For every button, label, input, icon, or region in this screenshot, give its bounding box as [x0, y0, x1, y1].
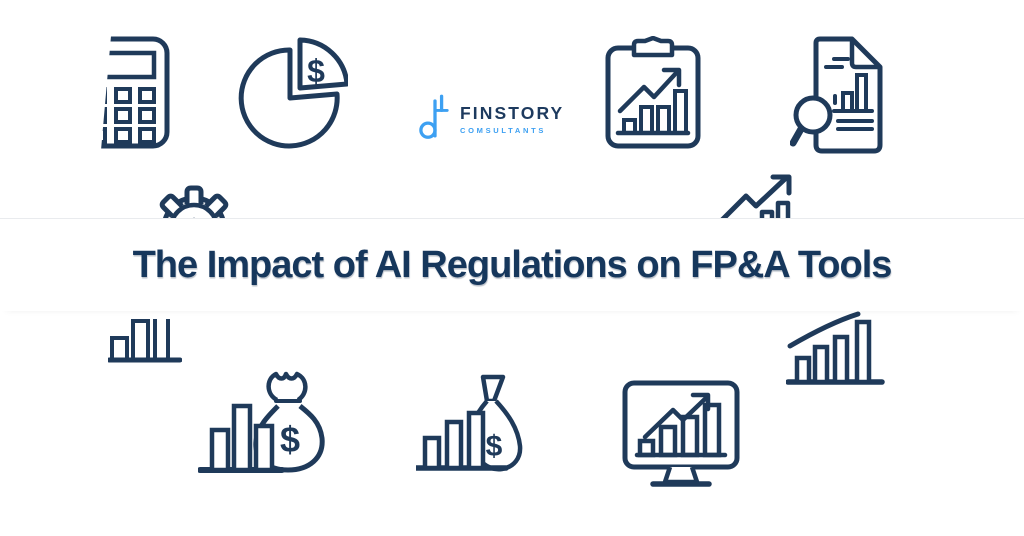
calculator-icon — [75, 36, 170, 150]
pie-chart-dollar-icon: $ — [238, 34, 348, 152]
dollar-glyph: $ — [280, 419, 300, 460]
monitor-chart-icon — [620, 378, 742, 498]
dollar-glyph: $ — [486, 430, 503, 463]
finstory-logo-icon — [419, 91, 451, 148]
banner-title: The Impact of AI Regulations on FP&A Too… — [132, 243, 893, 286]
document-search-icon — [790, 33, 895, 158]
brand-name: FINSTORY — [460, 103, 565, 123]
mini-bar-chart-icon — [108, 311, 182, 363]
money-sack-chart-icon: $ — [416, 374, 528, 486]
finstory-logo-text: FINSTORY COMSULTANTS — [460, 103, 565, 135]
brand-tagline: COMSULTANTS — [460, 125, 547, 135]
trend-bar-chart-icon — [786, 308, 886, 390]
finstory-logo: FINSTORY COMSULTANTS — [419, 91, 564, 148]
dollar-glyph: $ — [307, 53, 325, 89]
title-band: The Impact of AI Regulations on FP&A Too… — [0, 219, 1024, 311]
clipboard-chart-icon — [604, 36, 702, 151]
money-bag-chart-icon: $ — [198, 366, 330, 482]
